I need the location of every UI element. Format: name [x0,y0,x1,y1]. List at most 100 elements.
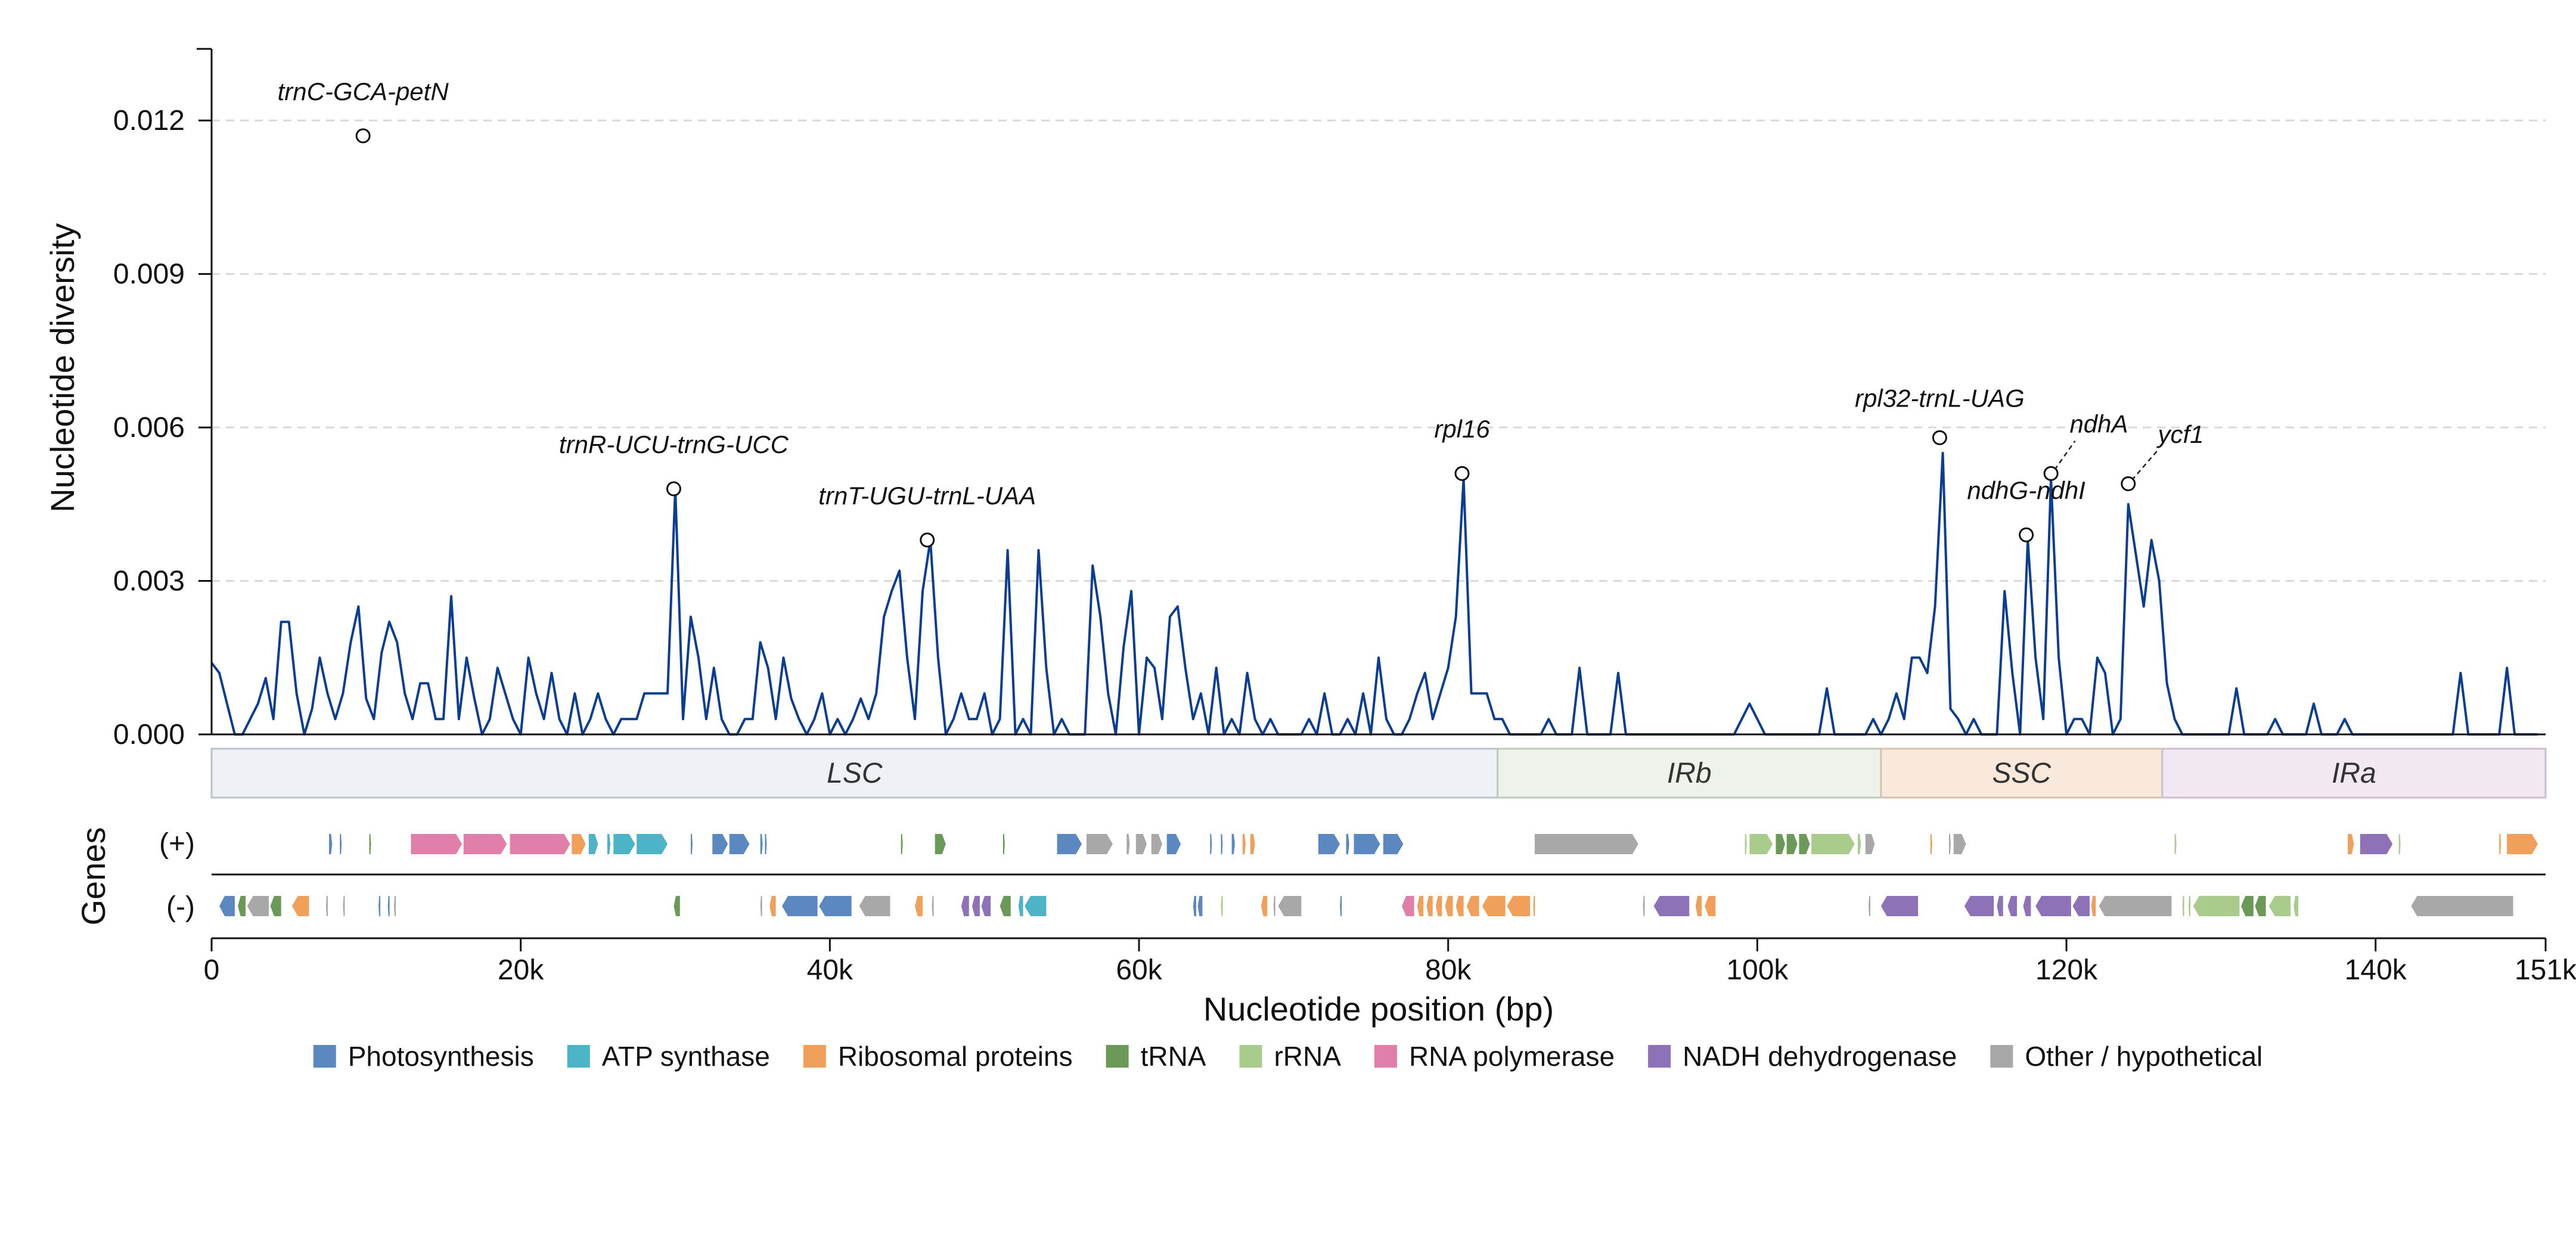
gene-block [1221,834,1223,854]
gene-block [1231,834,1235,854]
legend-swatch [1374,1045,1397,1068]
y-tick-label: 0.012 [113,105,185,137]
gene-block [674,896,680,916]
gene-block [510,834,570,854]
gene-block [2182,896,2184,916]
peak-label: ndhG-ndhI [1967,476,2085,504]
gene-block [1018,896,1023,916]
region-label: IRa [2332,758,2376,789]
gene-block [1318,834,1340,854]
peak-label: rpl32-trnL-UAG [1855,384,2025,413]
gene-block [1799,834,1810,854]
gene-block [1166,834,1181,854]
legend-label: ATP synthase [602,1041,770,1072]
peak-marker [2043,466,2059,481]
x-tick-label: 140k [2345,954,2407,986]
region-irb [1497,748,1882,799]
gene-block [765,834,767,854]
gene-block [2507,834,2538,854]
gene-block [914,896,923,916]
gene-block [369,834,371,854]
gene-block [291,896,309,916]
strand-plus-label: (+) [159,828,195,860]
gene-block [1346,834,1349,854]
gene-block [270,896,281,916]
gene-block [1417,896,1424,916]
gene-block [613,834,635,854]
axes: 0.000 0.003 0.006 0.009 0.012 0 20k 40k 60k 80k 1… [44,48,2576,1028]
x-tick-label: 60k [1116,954,1162,986]
gene-block [343,896,345,916]
gene-block [1435,896,1442,916]
gene-block [1953,834,1966,854]
strand-minus-label: (-) [166,891,195,923]
legend-swatch [313,1045,336,1068]
region-bar: LSC IRb SSC IRa [210,748,2547,799]
gene-block [1261,896,1268,916]
gene-block [1151,834,1162,854]
gene-block [329,834,333,854]
y-tick-label: 0.009 [113,259,185,290]
peak-label: ndhA [2069,410,2128,438]
gene-block [1135,834,1147,854]
peak-label: rpl16 [1434,415,1490,443]
gene-block [1426,896,1433,916]
y-ticks: 0.000 0.003 0.006 0.009 0.012 [113,105,212,750]
legend-swatch [1648,1045,1671,1068]
gene-block [1025,896,1047,916]
gene-block [769,896,776,916]
x-tick-label: 40k [807,954,854,986]
gene-block [1057,834,1082,854]
legend-label: Photosynthesis [348,1041,534,1072]
gene-block [1193,896,1196,916]
legend-label: tRNA [1141,1041,1206,1072]
region-lsc [210,748,1499,799]
gene-block [1383,834,1404,854]
region-label: IRb [1667,758,1712,789]
gene-block [1776,834,1786,854]
gene-block [637,834,668,854]
gene-block [972,896,980,916]
peak-marker [666,481,681,497]
gene-block [1000,896,1011,916]
gene-block [1930,834,1932,854]
region-label: LSC [827,758,883,789]
x-tick-label: 120k [2035,954,2098,986]
region-ira [2161,748,2547,799]
legend-label: Ribosomal proteins [838,1041,1073,1072]
gene-block [1210,834,1212,854]
legend: Photosynthesis ATP synthase Ribosomal prot… [313,1041,2262,1072]
gene-block [387,896,390,916]
gene-block [1997,896,2003,916]
y-tick-label: 0.006 [113,412,185,443]
peak-label: trnT-UGU-trnL-UAA [818,482,1036,510]
x-ticks: 0 20k 40k 60k 80k 100k 120k 140k 151k [204,938,2576,986]
gene-block [2241,896,2254,916]
legend-swatch [1990,1045,2013,1068]
diversity-line [210,452,2538,736]
gene-block [961,896,969,916]
x-tick-label: 100k [1726,954,1789,986]
y-axis-title: Nucleotide diversity [44,223,81,513]
gene-block [2398,834,2401,854]
gene-block [1482,896,1506,916]
gene-block [1126,834,1130,854]
gene-block [712,834,728,854]
gene-block [2360,834,2393,854]
gene-block [411,834,463,854]
peak-label: trnR-UCU-trnG-UCC [559,430,789,458]
gene-block [325,896,328,916]
gene-block [588,834,598,854]
gene-block [2411,896,2513,916]
gene-block [819,896,852,916]
gene-block [2035,896,2071,916]
gene-block [1445,896,1453,916]
gene-block [1880,896,1919,916]
gene-block [1786,834,1798,854]
gene-block [981,896,991,916]
genes-axis-title: Genes [75,827,112,926]
gene-block [1507,896,1531,916]
gene-block [1643,896,1645,916]
gene-block [340,834,342,854]
